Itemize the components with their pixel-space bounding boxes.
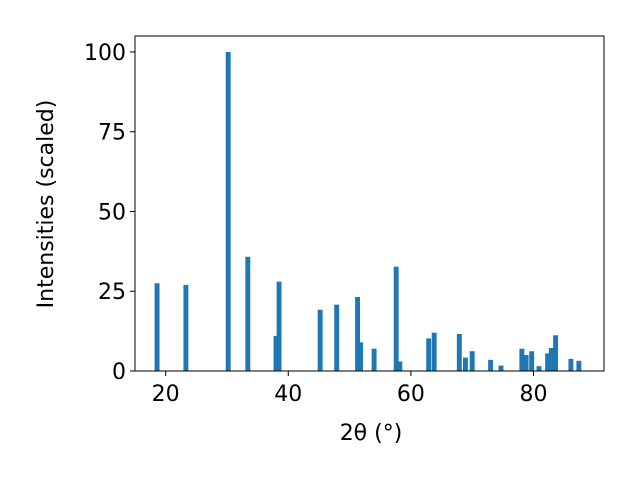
bar	[355, 296, 360, 371]
y-tick-label: 75	[98, 121, 126, 146]
y-tick-label: 25	[98, 280, 126, 305]
y-tick-label: 50	[98, 200, 126, 225]
x-ticks-group: 20 40 60 80	[152, 371, 547, 407]
bar	[548, 348, 554, 371]
y-axis-title: Intensities (scaled)	[34, 100, 59, 309]
bar	[276, 281, 282, 371]
bar	[462, 357, 468, 371]
x-tick-label: 20	[152, 382, 180, 407]
bar	[576, 360, 582, 371]
y-tick-label: 0	[112, 360, 126, 385]
bar	[371, 348, 377, 371]
bar	[529, 351, 535, 371]
x-tick-label: 80	[519, 382, 547, 407]
bar	[245, 256, 251, 371]
bar	[519, 348, 525, 371]
bar	[183, 284, 189, 371]
x-tick-label: 40	[274, 382, 302, 407]
bar	[469, 351, 475, 371]
bar	[426, 338, 432, 371]
bar	[154, 283, 160, 371]
bar	[317, 309, 323, 371]
bar	[488, 359, 494, 371]
y-ticks-group: 0 25 50 75 100	[84, 41, 135, 385]
bar	[397, 361, 403, 371]
bar	[456, 333, 462, 371]
bar	[545, 353, 551, 371]
bar	[568, 358, 574, 371]
x-tick-label: 60	[397, 382, 425, 407]
x-axis-title: 2θ (°)	[340, 421, 403, 446]
bar	[225, 51, 231, 371]
bar	[523, 355, 529, 371]
bar	[358, 342, 364, 371]
plot-frame	[134, 35, 605, 372]
bars-group	[154, 51, 582, 371]
bar	[553, 335, 559, 371]
bar	[334, 304, 340, 371]
bar	[393, 266, 399, 371]
bar	[273, 335, 279, 371]
bar	[536, 366, 542, 371]
bar	[431, 332, 437, 371]
y-tick-label: 100	[84, 41, 126, 66]
bar	[498, 365, 504, 371]
